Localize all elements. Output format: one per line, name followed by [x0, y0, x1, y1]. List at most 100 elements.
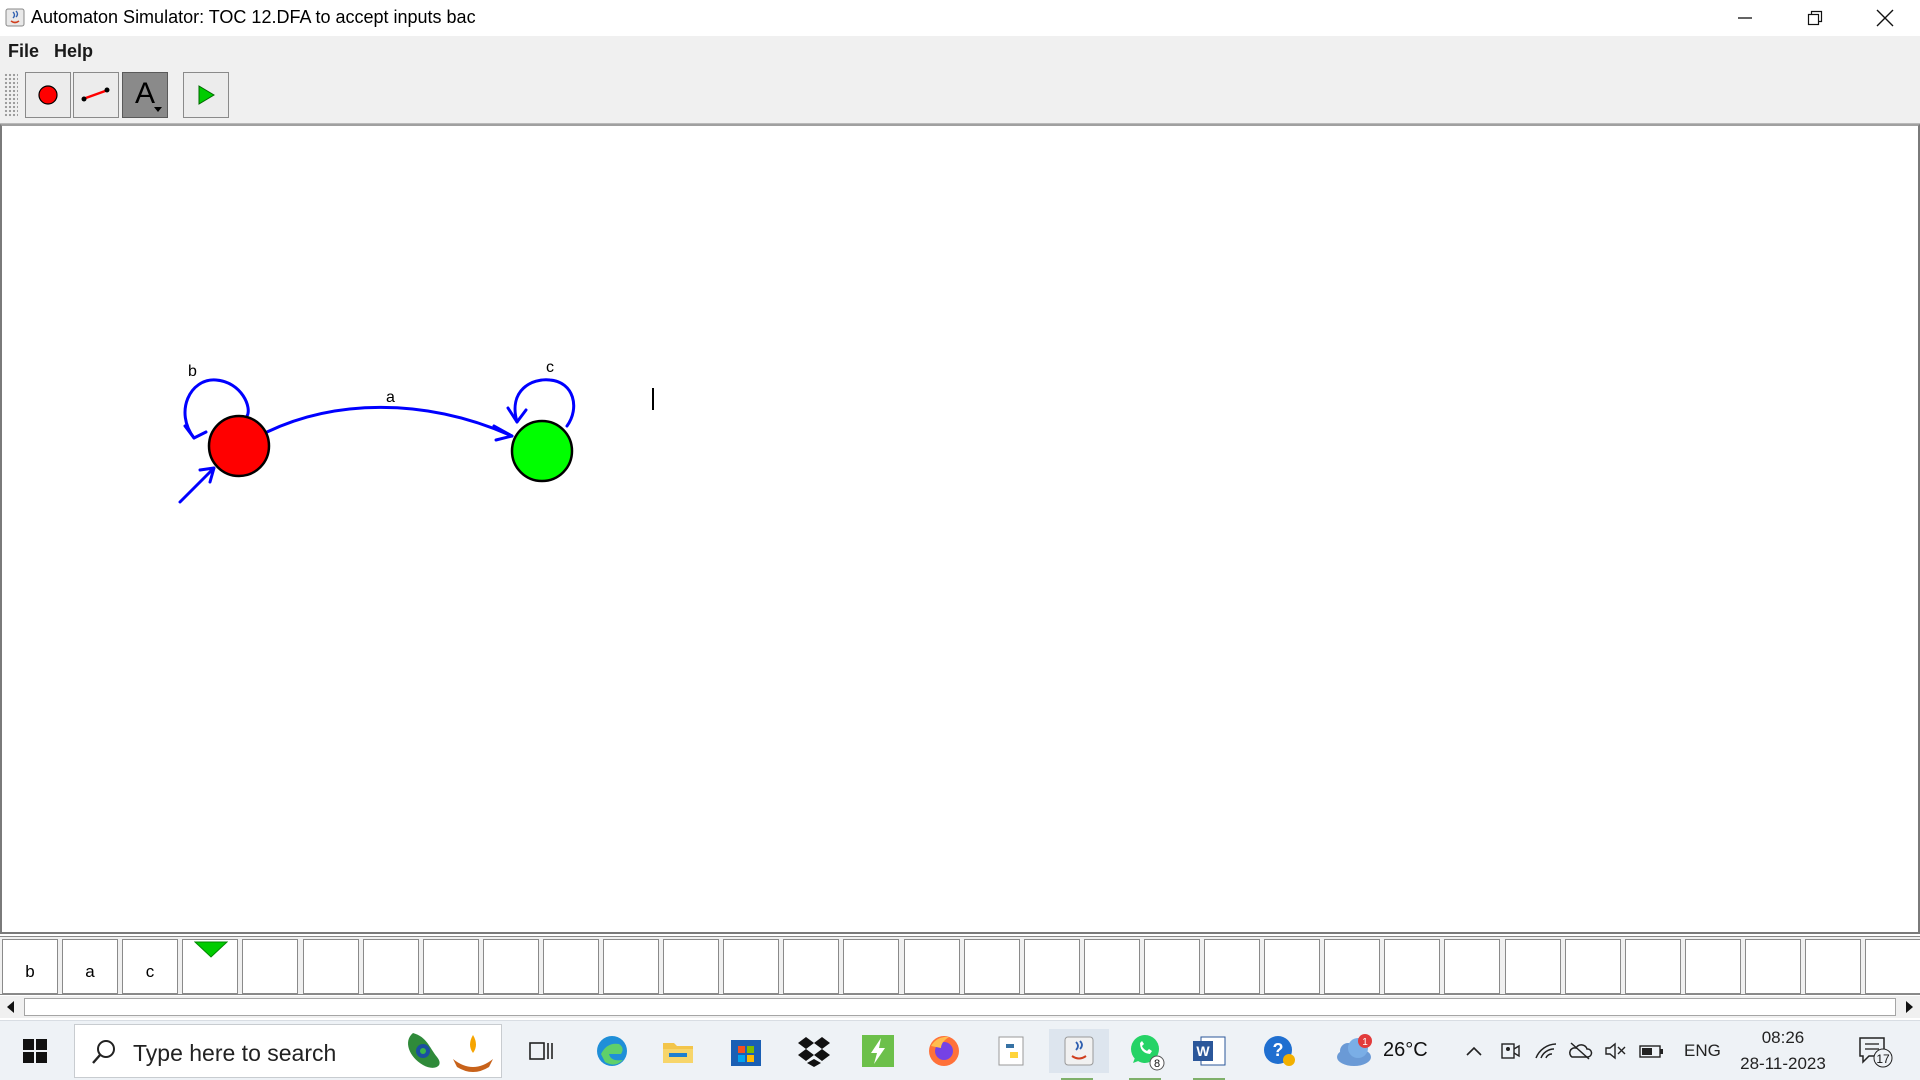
tape-cell[interactable]	[1444, 939, 1500, 994]
initial-state-arrow	[178, 466, 216, 504]
minimize-button[interactable]	[1710, 0, 1780, 36]
weather-widget[interactable]: 1	[1328, 1029, 1380, 1073]
maximize-button[interactable]	[1780, 0, 1850, 36]
clock-time[interactable]: 08:26	[1761, 1028, 1805, 1047]
clock-date[interactable]: 28-11-2023	[1740, 1054, 1826, 1073]
tape-cell[interactable]	[723, 939, 779, 994]
word-icon: W	[1193, 1036, 1226, 1066]
tape-cell[interactable]: b	[2, 939, 58, 994]
java-app-button[interactable]	[1049, 1029, 1109, 1080]
tape-cell[interactable]	[303, 939, 359, 994]
volume-button[interactable]	[1602, 1037, 1630, 1065]
java-icon	[1064, 1036, 1094, 1066]
weather-badge: 1	[1362, 1037, 1368, 1048]
onedrive-button[interactable]	[1566, 1037, 1594, 1065]
label-a[interactable]: a	[386, 389, 395, 406]
menu-file[interactable]: File	[8, 41, 40, 61]
word-button[interactable]: W	[1181, 1029, 1237, 1080]
dropbox-button[interactable]	[786, 1029, 842, 1073]
tape-cell[interactable]	[1264, 939, 1320, 994]
menu-help[interactable]: Help	[54, 41, 94, 61]
state-tool-button[interactable]	[25, 72, 71, 118]
help-app-button[interactable]: ?	[1251, 1029, 1307, 1073]
tape-cell[interactable]: c	[122, 939, 178, 994]
transition-a[interactable]	[265, 405, 514, 438]
python-document-icon	[998, 1036, 1024, 1066]
input-language[interactable]: ENG	[1684, 1041, 1721, 1060]
scroll-right-icon	[1906, 1001, 1913, 1013]
battery-button[interactable]	[1638, 1037, 1666, 1065]
tape-cell[interactable]	[1865, 939, 1920, 994]
scroll-left-button[interactable]	[0, 996, 22, 1018]
edge-icon	[597, 1036, 627, 1066]
label-tool-button[interactable]: A	[122, 72, 168, 118]
arrow-line-icon	[81, 87, 110, 102]
network-button[interactable]	[1532, 1037, 1560, 1065]
tape-cell[interactable]	[904, 939, 960, 994]
taskbar-search-box[interactable]: Type here to search	[74, 1024, 502, 1078]
taskbar: Type here to search	[0, 1020, 1920, 1080]
tape-cell[interactable]	[1084, 939, 1140, 994]
tape-cell[interactable]: a	[62, 939, 118, 994]
loop-b-arrowhead	[183, 424, 208, 440]
tape-cell[interactable]	[1685, 939, 1741, 994]
tape-cell[interactable]	[483, 939, 539, 994]
file-explorer-button[interactable]	[650, 1029, 706, 1073]
dropdown-corner-icon	[154, 107, 162, 112]
whatsapp-button[interactable]: 8	[1117, 1029, 1177, 1080]
dfa-diagram[interactable]: b a c	[2, 126, 1918, 932]
tape-cell[interactable]	[242, 939, 298, 994]
tape-cell[interactable]	[663, 939, 719, 994]
state-q0-initial[interactable]	[207, 414, 271, 478]
automaton-canvas[interactable]: b a c	[0, 124, 1920, 934]
label-c[interactable]: c	[546, 359, 554, 376]
firefox-button[interactable]	[916, 1029, 972, 1073]
tape-cell[interactable]	[1384, 939, 1440, 994]
tape-cell[interactable]	[783, 939, 839, 994]
tape-cell[interactable]	[964, 939, 1020, 994]
toolbar-grip[interactable]	[4, 73, 18, 117]
state-q1-accepting[interactable]	[510, 419, 574, 483]
tape-cell[interactable]	[543, 939, 599, 994]
weather-temperature[interactable]: 26°C	[1383, 1039, 1428, 1061]
run-tool-button[interactable]	[183, 72, 229, 118]
horizontal-scrollbar[interactable]	[0, 996, 1920, 1018]
close-button[interactable]	[1850, 0, 1920, 36]
java-app-icon	[5, 8, 25, 27]
microsoft-store-button[interactable]	[718, 1029, 774, 1073]
tape-cell[interactable]	[1324, 939, 1380, 994]
chevron-up-icon	[1466, 1046, 1482, 1056]
scrollbar-thumb[interactable]	[24, 998, 1896, 1016]
tape-cell[interactable]	[1505, 939, 1561, 994]
notification-center-button[interactable]: 17	[1856, 1037, 1896, 1068]
python-button[interactable]	[984, 1029, 1040, 1073]
tape-cell[interactable]	[843, 939, 899, 994]
tape-cell[interactable]	[423, 939, 479, 994]
sumatra-button[interactable]	[850, 1029, 906, 1073]
edge-button[interactable]	[584, 1029, 640, 1073]
start-button[interactable]	[10, 1021, 60, 1080]
transition-tool-button[interactable]	[73, 72, 119, 118]
task-view-icon	[529, 1042, 553, 1060]
task-view-button[interactable]	[512, 1029, 568, 1073]
tape-cell[interactable]	[1144, 939, 1200, 994]
tape-cell[interactable]	[1204, 939, 1260, 994]
tape-cell[interactable]	[363, 939, 419, 994]
tape-cell[interactable]	[1565, 939, 1621, 994]
scroll-right-button[interactable]	[1898, 996, 1920, 1018]
transition-loop-b[interactable]	[183, 378, 250, 440]
tape-cell[interactable]	[1024, 939, 1080, 994]
meet-now-button[interactable]	[1496, 1037, 1524, 1065]
tape-cell[interactable]	[1745, 939, 1801, 994]
tape-cell[interactable]	[1625, 939, 1681, 994]
tape-cell[interactable]	[603, 939, 659, 994]
tape-cell[interactable]	[1805, 939, 1861, 994]
label-b[interactable]: b	[188, 363, 197, 380]
firefox-icon	[929, 1036, 959, 1066]
transition-a-arrowhead	[492, 424, 514, 442]
svg-text:?: ?	[1273, 1040, 1284, 1060]
transition-loop-c[interactable]	[513, 378, 576, 428]
tape-head-icon	[194, 941, 228, 958]
show-hidden-icons-button[interactable]	[1460, 1037, 1488, 1065]
